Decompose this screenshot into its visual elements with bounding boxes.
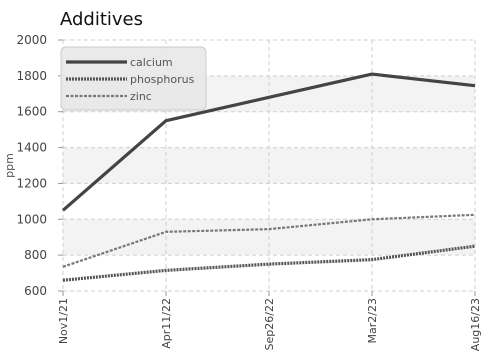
grid-lines [62,39,476,292]
y-tick-label: 1000 [16,212,47,226]
chart-title: Additives [60,9,143,30]
y-tick-label: 2000 [16,33,47,47]
y-tick-label: 600 [24,284,47,298]
y-tick-label: 1800 [16,69,47,83]
series-line-zinc [62,213,476,268]
y-axis-label: ppm [3,153,16,178]
x-tick-label: Sep26/22 [263,298,276,350]
y-tick-label: 1600 [16,105,47,119]
x-axis-ticks: Nov1/21 Apr11/22 Sep26/22 Mar2/23 Aug16/23 [57,291,482,351]
legend-label-calcium: calcium [130,56,173,69]
legend-label-phosphorus: phosphorus [130,73,195,86]
legend-label-zinc: zinc [130,90,152,103]
y-axis-ticks: 600 800 1000 1200 1400 1600 1800 2000 [16,33,63,298]
y-tick-label: 800 [24,248,47,262]
y-tick-label: 1400 [16,141,47,155]
series-lines [61,72,476,282]
y-tick-label: 1200 [16,176,47,190]
x-tick-label: Apr11/22 [160,298,173,349]
legend: calcium phosphorus zinc [60,46,207,111]
series-line-calcium [61,72,476,212]
x-tick-label: Mar2/23 [366,298,379,343]
x-tick-label: Aug16/23 [469,298,482,351]
x-tick-label: Nov1/21 [57,298,70,344]
